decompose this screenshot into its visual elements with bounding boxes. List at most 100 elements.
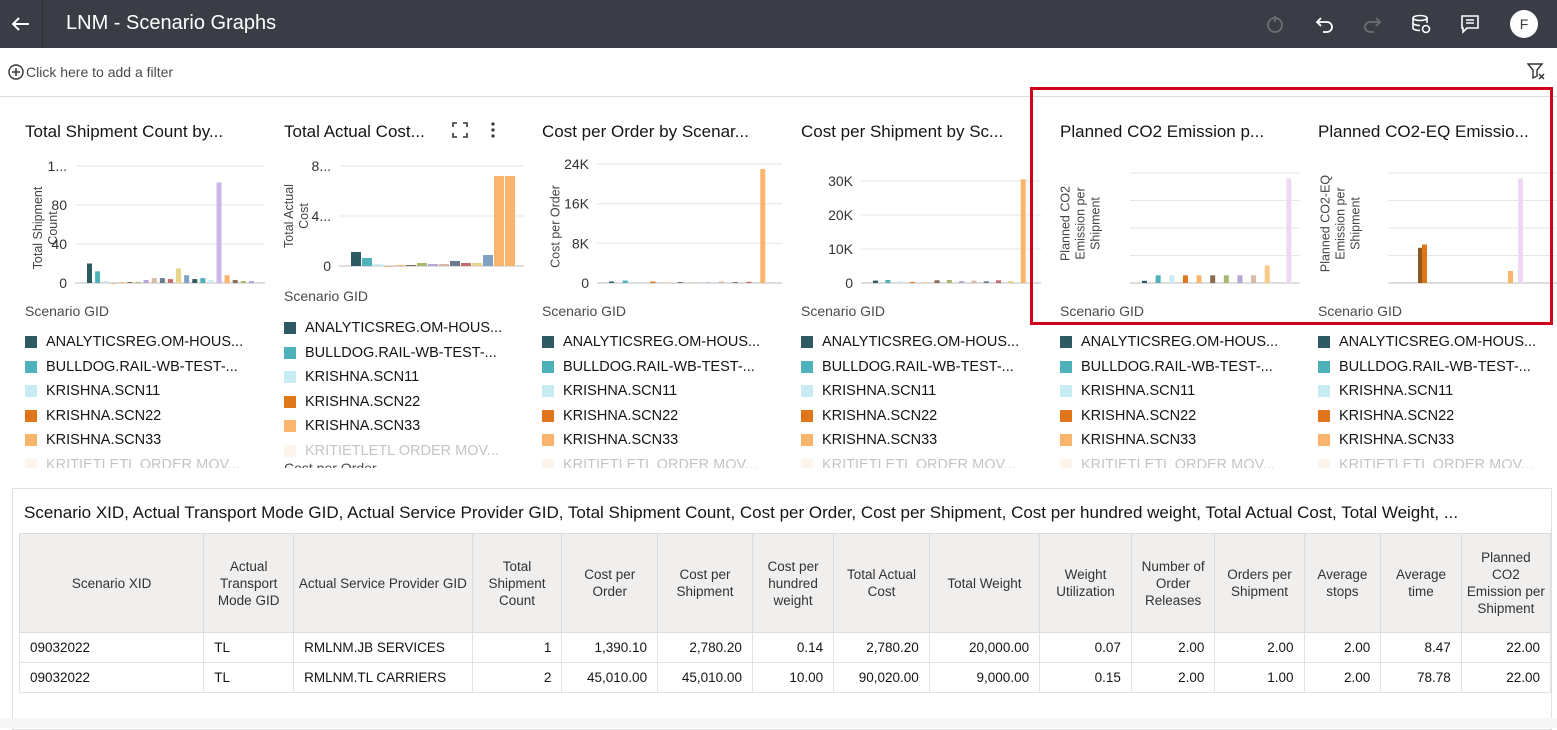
bar[interactable] [232,280,238,283]
bar[interactable] [417,263,427,266]
legend-item[interactable]: BULLDOG.RAIL-WB-TEST-... [801,355,1041,380]
bar[interactable] [483,255,493,266]
legend-item[interactable]: KRITIETLETL ORDER MOV... [1060,453,1300,468]
bar[interactable] [208,280,214,283]
bar[interactable] [996,280,1002,283]
legend-item[interactable]: KRISHNA.SCN22 [801,404,1041,429]
bar[interactable] [428,264,438,266]
legend-item[interactable]: KRISHNA.SCN22 [542,404,782,429]
legend-item[interactable]: KRISHNA.SCN11 [1060,379,1300,404]
bar[interactable] [719,281,724,283]
bar[interactable] [1251,275,1257,283]
legend-item[interactable]: BULLDOG.RAIL-WB-TEST-... [25,355,265,380]
chart-plot[interactable] [1318,108,1557,298]
user-avatar[interactable]: F [1510,10,1538,38]
column-header[interactable]: Actual Transport Mode GID [203,533,295,633]
maximize-button[interactable] [452,122,468,143]
bar[interactable] [1169,275,1175,283]
legend-item[interactable]: KRISHNA.SCN33 [1060,428,1300,453]
bar[interactable] [176,268,182,283]
chart-plot[interactable]: 24K 16K 8K 0 [542,108,790,298]
bar[interactable] [472,263,482,266]
bar[interactable] [184,275,190,283]
bar[interactable] [151,278,157,283]
bar[interactable] [103,281,109,283]
bar[interactable] [650,281,656,283]
redo-button[interactable] [1361,12,1385,36]
legend-item[interactable]: KRITIETLETL ORDER MOV... [542,453,782,468]
undo-button[interactable] [1312,12,1336,36]
legend-item[interactable]: KRITIETLETL ORDER MOV... [1318,453,1557,468]
column-header[interactable]: Orders per Shipment [1214,533,1305,633]
legend-item[interactable]: KRISHNA.SCN22 [25,404,265,429]
table-row[interactable]: 09032022 TL RMLNM.TL CARRIERS 2 45,010.00 45,… [18,662,1551,693]
column-header[interactable]: Cost per Shipment [657,533,753,633]
legend-item[interactable]: KRISHNA.SCN22 [1060,404,1300,429]
add-filter-button[interactable]: Click here to add a filter [8,64,173,80]
bar[interactable] [622,280,628,283]
legend-item[interactable]: KRISHNA.SCN11 [542,379,782,404]
bar[interactable] [705,282,711,283]
legend-item[interactable]: BULLDOG.RAIL-WB-TEST-... [1318,355,1557,380]
bar[interactable] [983,281,989,283]
bar[interactable] [934,280,940,283]
legend-item[interactable]: KRITIETLETL ORDER MOV... [25,453,265,468]
bar[interactable] [439,264,449,266]
bar[interactable] [1008,280,1014,283]
chart-card-5[interactable]: Planned CO2 Emission p... Planned CO2 Emis… [1060,108,1308,468]
bar[interactable] [1518,178,1523,284]
comment-button[interactable] [1458,12,1482,36]
column-header[interactable]: Scenario XID [18,533,205,633]
bar[interactable] [127,282,133,283]
bar[interactable] [971,280,977,283]
bar[interactable] [167,279,173,283]
legend-item[interactable]: ANALYTICSREG.OM-HOUS... [284,316,524,341]
bar[interactable] [677,282,683,283]
legend-item[interactable]: KRISHNA.SCN11 [25,379,265,404]
bar[interactable] [664,282,669,284]
legend-item[interactable]: KRISHNA.SCN33 [284,414,524,439]
chart-plot[interactable]: 8... 4... 0 [284,108,532,298]
bar[interactable] [1223,275,1229,283]
bar[interactable] [373,264,383,266]
bar[interactable] [143,280,149,283]
bar[interactable] [922,282,928,283]
bar[interactable] [897,281,903,283]
legend-item[interactable]: BULLDOG.RAIL-WB-TEST-... [1060,355,1300,380]
bar[interactable] [760,168,766,283]
column-header[interactable]: Planned CO2 Emission per Shipment [1460,533,1551,633]
bar[interactable] [135,282,141,283]
bar[interactable] [746,281,752,283]
column-header[interactable]: Actual Service Provider GID [293,533,473,633]
legend-item[interactable]: KRISHNA.SCN11 [801,379,1041,404]
column-header[interactable]: Cost per Order [561,533,659,633]
legend-item[interactable]: KRISHNA.SCN11 [1318,379,1557,404]
legend-item[interactable]: ANALYTICSREG.OM-HOUS... [1318,330,1557,355]
bar[interactable] [362,258,372,266]
filter-toggle-button[interactable] [1526,62,1545,85]
bar[interactable] [119,282,125,283]
bar[interactable] [461,263,471,266]
legend-item[interactable]: KRISHNA.SCN33 [542,428,782,453]
refresh-button[interactable] [1263,12,1287,36]
legend-item[interactable]: ANALYTICSREG.OM-HOUS... [801,330,1041,355]
legend-item[interactable]: KRISHNA.SCN22 [1318,404,1557,429]
bar[interactable] [159,278,165,283]
chart-card-3[interactable]: Cost per Order by Scenar... Cost per Orde… [542,108,790,468]
bar[interactable] [691,282,697,284]
bar[interactable] [946,279,952,283]
legend-item[interactable]: KRISHNA.SCN22 [284,390,524,415]
back-button[interactable] [0,0,43,48]
legend-item[interactable]: ANALYTICSREG.OM-HOUS... [542,330,782,355]
legend-item[interactable]: KRISHNA.SCN33 [1318,428,1557,453]
legend-item[interactable]: KRITIETLETL ORDER MOV... [801,453,1041,468]
bar[interactable] [224,275,230,283]
chart-card-1[interactable]: Total Shipment Count by... Total Shipment… [25,108,273,468]
bar[interactable] [1182,275,1188,283]
column-header[interactable]: Total Actual Cost [833,533,930,633]
column-header[interactable]: Weight Utilization [1039,533,1132,633]
column-header[interactable]: Average stops [1303,533,1382,633]
bar[interactable] [636,282,642,283]
bar[interactable] [1264,265,1270,283]
column-header[interactable]: Number of Order Releases [1130,533,1216,633]
